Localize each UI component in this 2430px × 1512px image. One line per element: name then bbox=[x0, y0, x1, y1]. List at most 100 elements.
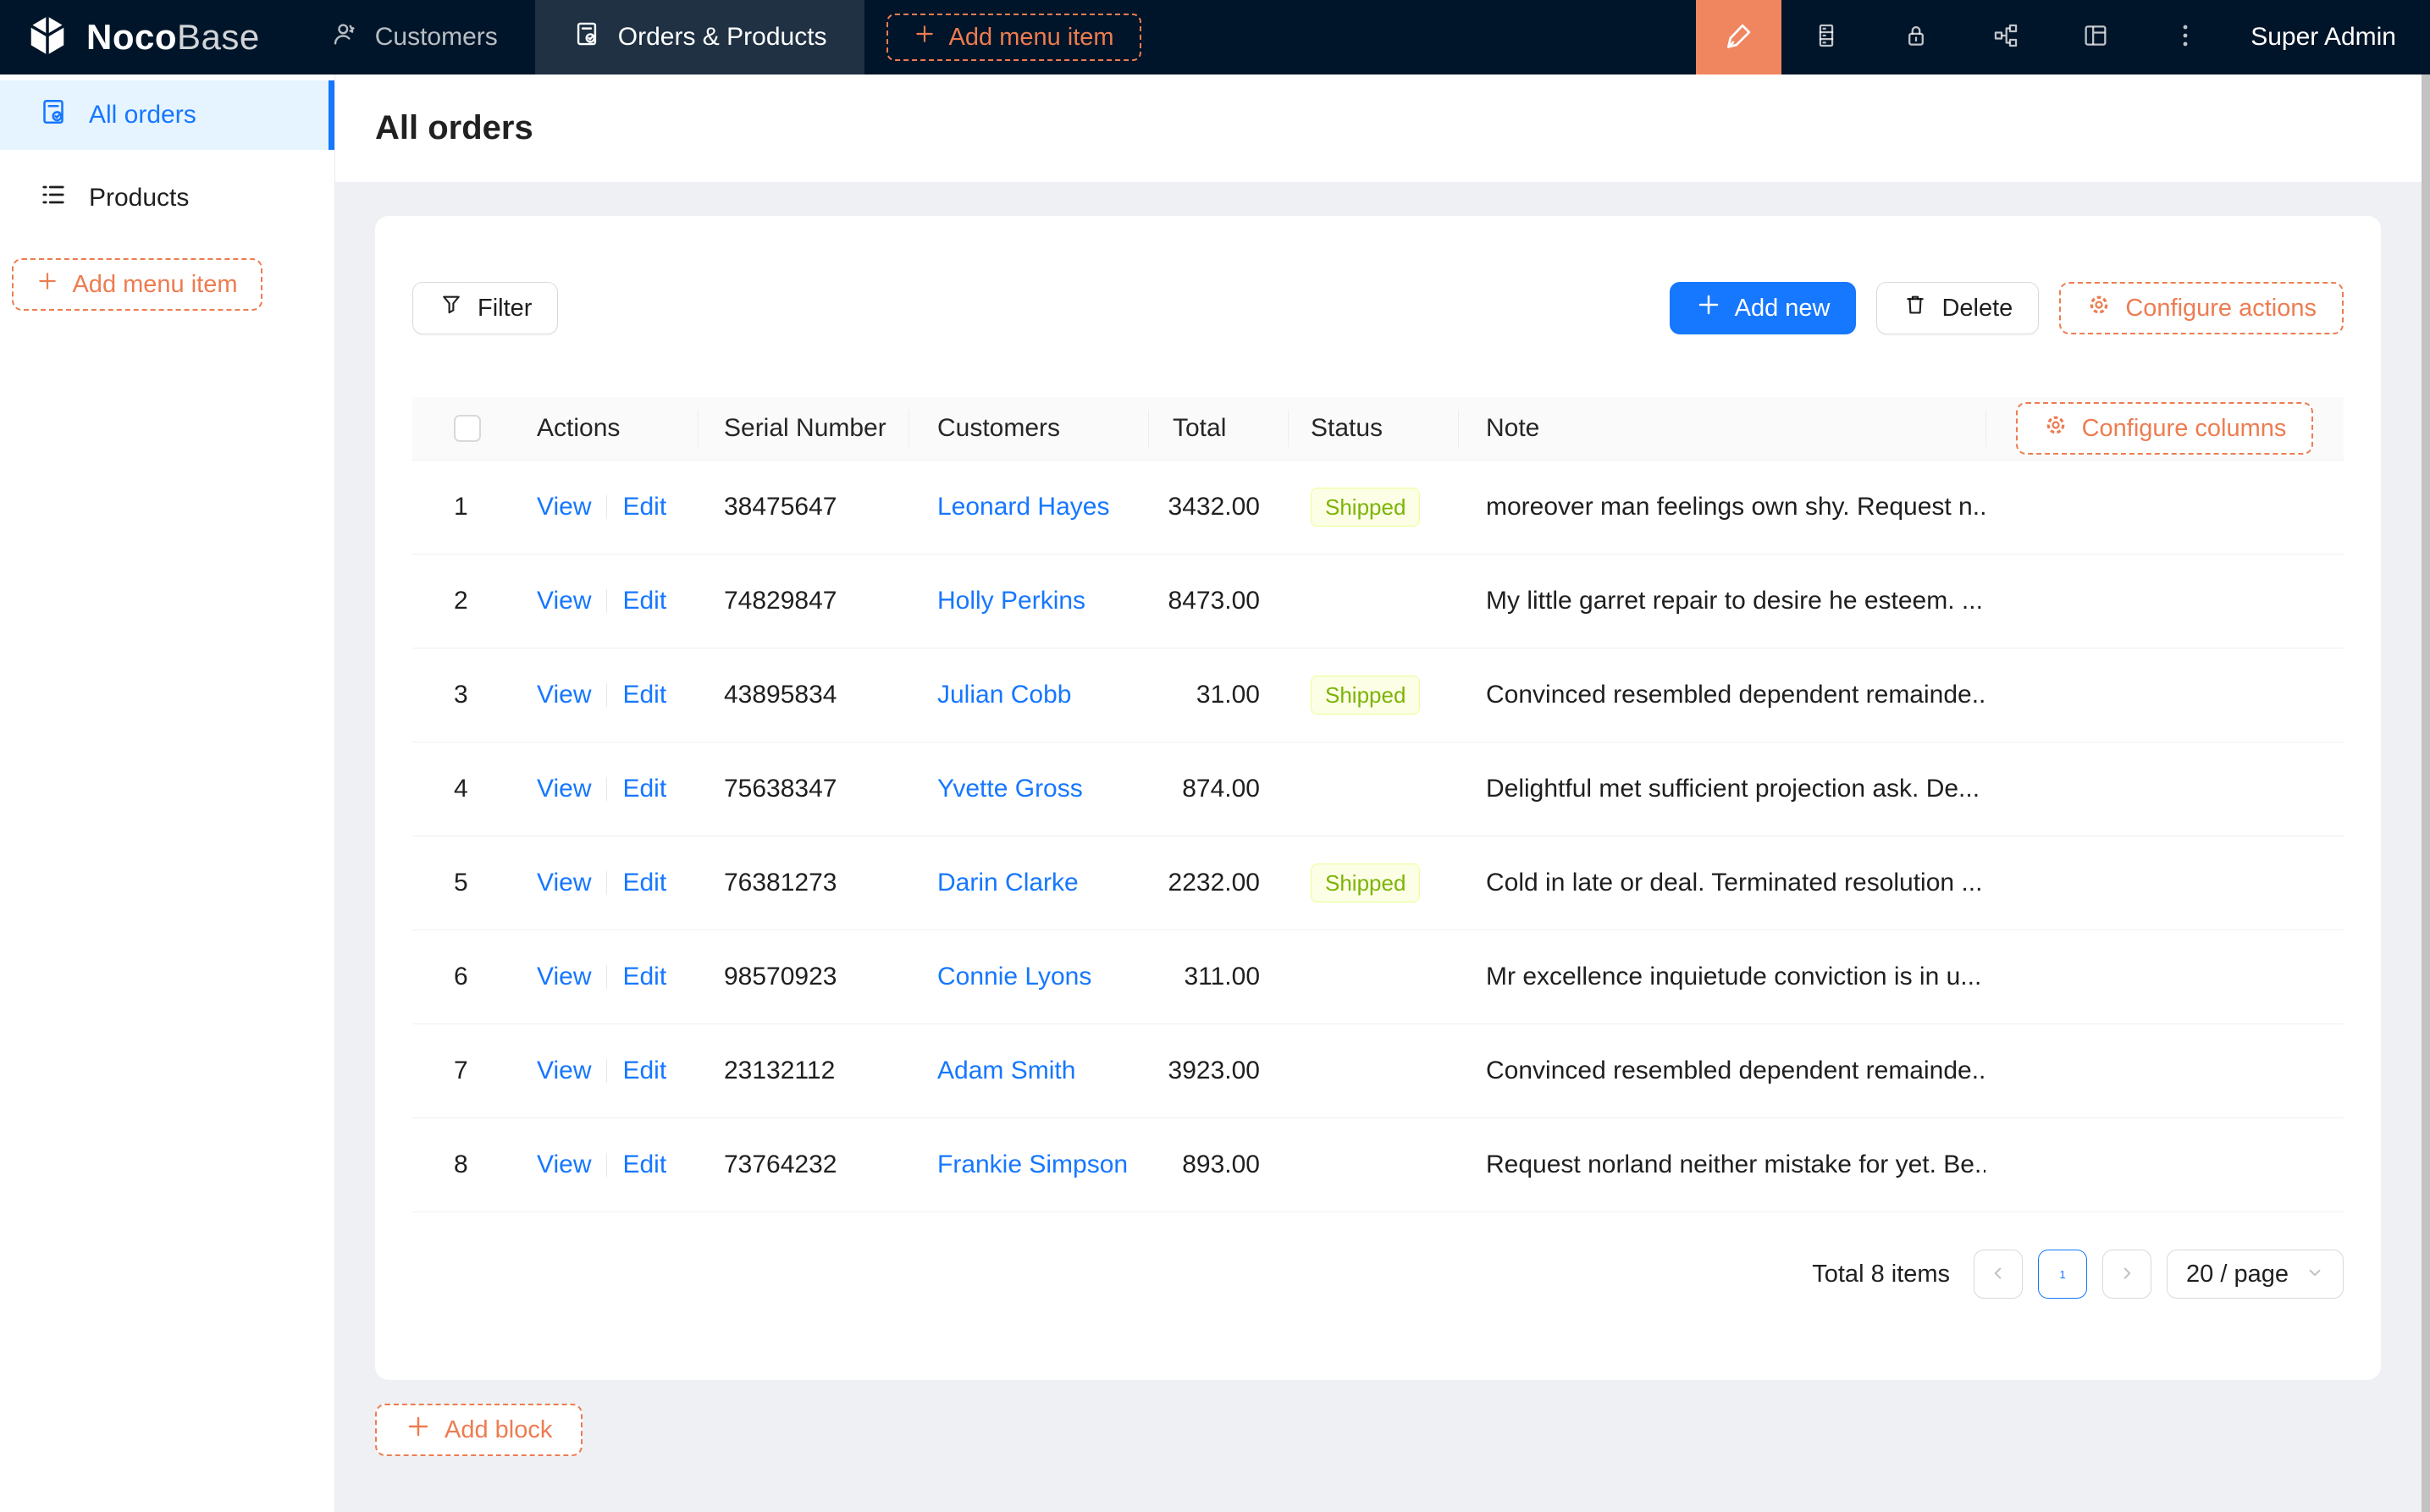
view-link[interactable]: View bbox=[537, 681, 592, 709]
table-row: 3 View Edit 43895834 Julian Cobb 31.00 Sh… bbox=[412, 648, 2344, 742]
row-actions: View Edit bbox=[516, 1057, 698, 1085]
row-index: 8 bbox=[454, 1151, 468, 1178]
configure-actions-button[interactable]: Configure actions bbox=[2059, 282, 2344, 334]
row-actions: View Edit bbox=[516, 681, 698, 709]
filter-icon bbox=[439, 292, 464, 324]
edit-link[interactable]: Edit bbox=[622, 1151, 667, 1178]
layout-button[interactable] bbox=[2051, 0, 2140, 74]
total-cell: 3923.00 bbox=[1168, 1057, 1260, 1084]
view-link[interactable]: View bbox=[537, 1057, 592, 1084]
customer-link[interactable]: Leonard Hayes bbox=[937, 493, 1110, 521]
column-header-note: Note bbox=[1458, 397, 1985, 460]
configure-columns-button[interactable]: Configure columns bbox=[2015, 402, 2314, 455]
more-options-button[interactable] bbox=[2140, 0, 2230, 74]
status-cell: Shipped bbox=[1288, 864, 1458, 902]
add-block-button[interactable]: Add block bbox=[375, 1404, 583, 1456]
status-cell: Shipped bbox=[1288, 488, 1458, 527]
edit-link[interactable]: Edit bbox=[622, 1057, 667, 1084]
status-badge: Shipped bbox=[1311, 676, 1421, 715]
serial-number-cell: 23132112 bbox=[724, 1057, 836, 1084]
view-link[interactable]: View bbox=[537, 869, 592, 897]
select-all-checkbox[interactable] bbox=[454, 415, 481, 442]
next-page-button[interactable] bbox=[2102, 1250, 2152, 1299]
total-cell: 893.00 bbox=[1182, 1151, 1260, 1178]
main-layout: All orders Products Add menu item All or… bbox=[0, 74, 2430, 1512]
workflow-button[interactable] bbox=[1961, 0, 2051, 74]
row-index: 4 bbox=[454, 775, 468, 803]
configure-columns-header: Configure columns bbox=[1985, 397, 2344, 460]
scrollbar[interactable] bbox=[2422, 74, 2430, 1512]
view-link[interactable]: View bbox=[537, 1151, 592, 1178]
serial-number-cell: 74829847 bbox=[724, 587, 837, 615]
edit-link[interactable]: Edit bbox=[622, 775, 667, 803]
view-link[interactable]: View bbox=[537, 493, 592, 521]
view-link[interactable]: View bbox=[537, 587, 592, 615]
customer-cell: Julian Cobb bbox=[908, 681, 1148, 709]
customer-cell: Frankie Simpson bbox=[908, 1151, 1148, 1179]
table-row: 6 View Edit 98570923 Connie Lyons 311.00 … bbox=[412, 930, 2344, 1024]
pagination: Total 8 items 1 20 / page bbox=[412, 1250, 2344, 1299]
status-badge: Shipped bbox=[1311, 864, 1421, 902]
collections-button[interactable] bbox=[1781, 0, 1871, 74]
customer-link[interactable]: Adam Smith bbox=[937, 1057, 1076, 1084]
user-menu[interactable]: Super Admin bbox=[2251, 23, 2396, 51]
ui-editor-button[interactable] bbox=[1696, 0, 1782, 74]
navbar-add-menu-item-button[interactable]: Add menu item bbox=[886, 14, 1141, 61]
row-index: 7 bbox=[454, 1057, 468, 1084]
note-cell: Convinced resembled dependent remainde..… bbox=[1486, 1057, 1985, 1084]
note-cell: Mr excellence inquietude conviction is i… bbox=[1486, 963, 1982, 991]
table-toolbar: Filter Add new Delete bbox=[412, 282, 2344, 334]
view-link[interactable]: View bbox=[537, 963, 592, 991]
main-panel: All orders Filter Add new bbox=[335, 74, 2430, 1512]
trash-icon bbox=[1903, 292, 1928, 324]
note-cell: Convinced resembled dependent remainde..… bbox=[1486, 681, 1985, 709]
column-header-customers: Customers bbox=[908, 397, 1148, 460]
edit-link[interactable]: Edit bbox=[622, 869, 667, 897]
row-actions: View Edit bbox=[516, 493, 698, 521]
table-header-row: Actions Serial Number Customers Total St… bbox=[412, 397, 2344, 461]
row-index: 2 bbox=[454, 587, 468, 615]
note-cell: Request norland neither mistake for yet.… bbox=[1486, 1151, 1985, 1178]
sidebar-item-label: Products bbox=[89, 184, 190, 212]
sidebar-item-products[interactable]: Products bbox=[0, 163, 334, 233]
edit-link[interactable]: Edit bbox=[622, 681, 667, 709]
total-cell: 31.00 bbox=[1196, 681, 1260, 709]
filter-button[interactable]: Filter bbox=[412, 282, 559, 334]
lock-button[interactable] bbox=[1871, 0, 1961, 74]
customer-link[interactable]: Yvette Gross bbox=[937, 775, 1083, 803]
list-icon bbox=[38, 179, 69, 217]
column-header-status: Status bbox=[1288, 397, 1458, 460]
view-link[interactable]: View bbox=[537, 775, 592, 803]
tab-orders-products[interactable]: Orders & Products bbox=[534, 0, 864, 74]
customer-link[interactable]: Connie Lyons bbox=[937, 963, 1092, 991]
tab-customers[interactable]: Customers bbox=[292, 0, 535, 74]
page-size-select[interactable]: 20 / page bbox=[2167, 1250, 2344, 1299]
sidebar-add-menu-item-button[interactable]: Add menu item bbox=[12, 258, 262, 311]
serial-number-cell: 73764232 bbox=[724, 1151, 837, 1178]
previous-page-button[interactable] bbox=[1974, 1250, 2024, 1299]
edit-link[interactable]: Edit bbox=[622, 587, 667, 615]
customer-link[interactable]: Holly Perkins bbox=[937, 587, 1086, 615]
add-new-button[interactable]: Add new bbox=[1669, 282, 1857, 334]
users-icon bbox=[329, 19, 358, 55]
gear-icon bbox=[2043, 412, 2068, 444]
action-divider bbox=[606, 589, 608, 613]
row-actions: View Edit bbox=[516, 1151, 698, 1179]
edit-link[interactable]: Edit bbox=[622, 963, 667, 991]
orders-icon bbox=[38, 97, 69, 134]
delete-button[interactable]: Delete bbox=[1876, 282, 2040, 334]
customer-link[interactable]: Darin Clarke bbox=[937, 869, 1079, 897]
customer-link[interactable]: Frankie Simpson bbox=[937, 1151, 1129, 1178]
customer-cell: Adam Smith bbox=[908, 1057, 1148, 1085]
customer-cell: Leonard Hayes bbox=[908, 493, 1148, 521]
customer-link[interactable]: Julian Cobb bbox=[937, 681, 1072, 709]
page-number-button[interactable]: 1 bbox=[2038, 1250, 2088, 1299]
nocobase-logo[interactable]: NocoBase bbox=[0, 0, 292, 74]
sidebar-item-all-orders[interactable]: All orders bbox=[0, 80, 334, 150]
row-index: 6 bbox=[454, 963, 468, 991]
row-actions: View Edit bbox=[516, 587, 698, 615]
edit-link[interactable]: Edit bbox=[622, 493, 667, 521]
row-index: 5 bbox=[454, 869, 468, 897]
note-cell: My little garret repair to desire he est… bbox=[1486, 587, 1983, 615]
navbar-tabs: Customers Orders & Products bbox=[292, 0, 864, 74]
